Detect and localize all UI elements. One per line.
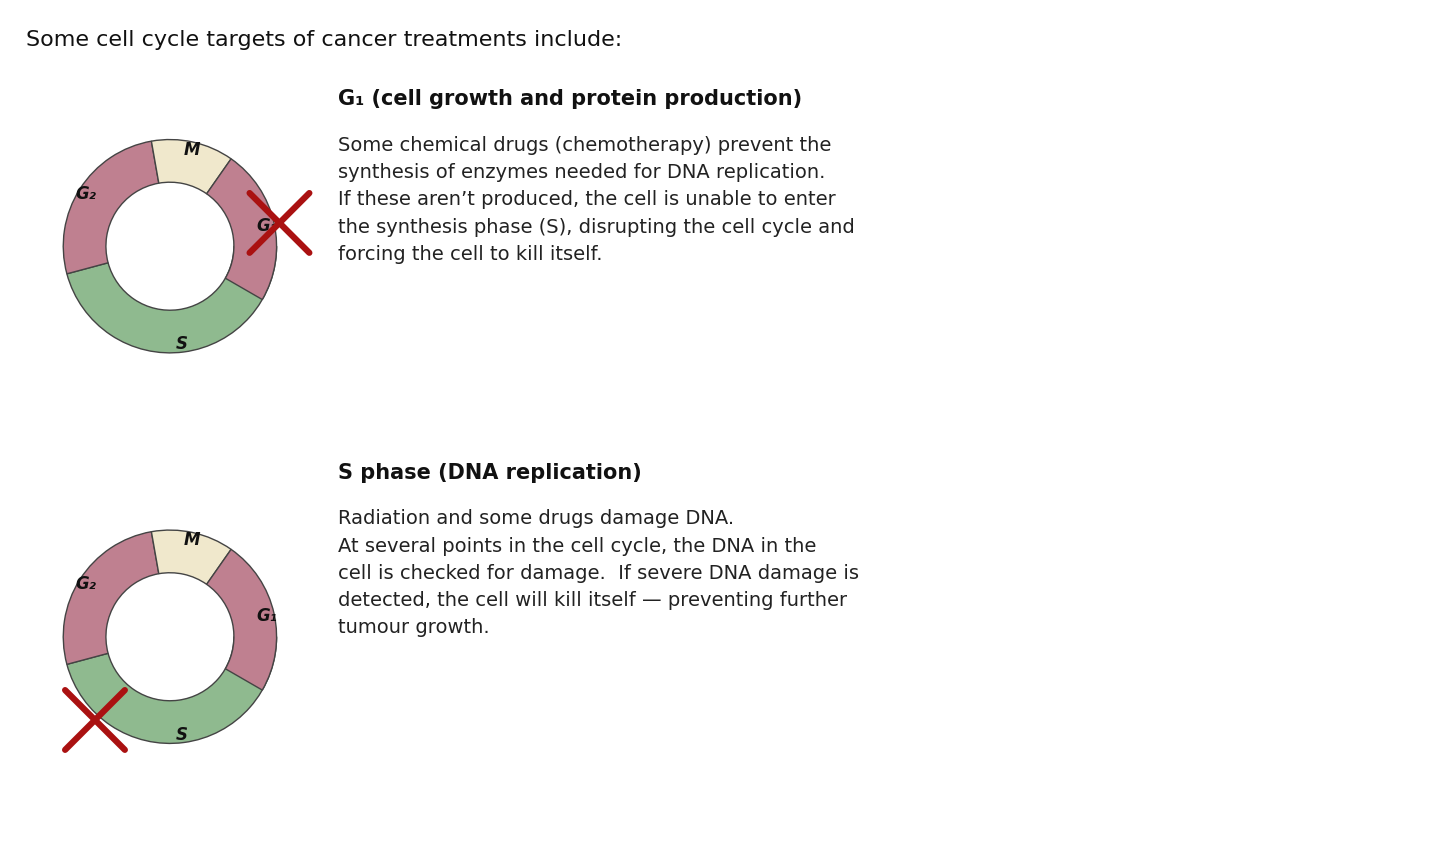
Wedge shape xyxy=(206,159,276,300)
Text: G₂: G₂ xyxy=(75,185,96,203)
Text: M: M xyxy=(184,141,200,159)
Text: G₁: G₁ xyxy=(256,607,276,625)
Text: Some cell cycle targets of cancer treatments include:: Some cell cycle targets of cancer treatm… xyxy=(26,30,622,50)
Text: Radiation and some drugs damage DNA.
At several points in the cell cycle, the DN: Radiation and some drugs damage DNA. At … xyxy=(338,509,860,638)
Text: G₁ (cell growth and protein production): G₁ (cell growth and protein production) xyxy=(338,89,802,110)
Text: G₂: G₂ xyxy=(75,576,96,593)
Wedge shape xyxy=(151,530,230,584)
Text: S: S xyxy=(176,335,189,353)
Wedge shape xyxy=(66,246,276,353)
Text: S phase (DNA replication): S phase (DNA replication) xyxy=(338,463,642,483)
Text: S: S xyxy=(176,726,189,744)
Wedge shape xyxy=(63,531,158,665)
Wedge shape xyxy=(66,637,276,744)
Wedge shape xyxy=(151,139,230,194)
Text: M: M xyxy=(184,531,200,549)
Text: Some chemical drugs (chemotherapy) prevent the
synthesis of enzymes needed for D: Some chemical drugs (chemotherapy) preve… xyxy=(338,136,855,264)
Wedge shape xyxy=(63,141,158,274)
Text: G₁: G₁ xyxy=(256,216,276,234)
Wedge shape xyxy=(206,549,276,690)
